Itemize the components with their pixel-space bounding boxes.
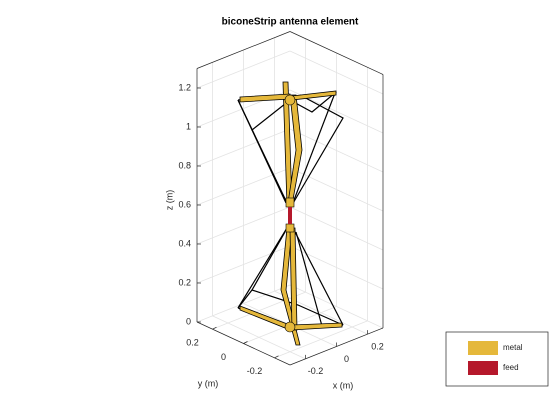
legend-label: feed	[503, 363, 519, 372]
antenna-feed	[288, 207, 292, 224]
legend-swatch	[468, 361, 498, 375]
z-tick-label: 1.2	[178, 82, 191, 92]
antenna	[237, 81, 344, 346]
legend-swatch	[468, 341, 498, 355]
z-tick-label: 0.8	[178, 160, 191, 170]
antenna-wire	[293, 92, 336, 201]
z-tick-label: 0	[186, 316, 191, 326]
chart-title: biconeStrip antenna element	[222, 17, 359, 28]
y-axis-label: y (m)	[198, 378, 219, 388]
grid-line	[274, 320, 368, 359]
tick-mark	[212, 326, 217, 330]
axis-line	[289, 31, 384, 75]
antenna-strip	[291, 90, 337, 101]
antenna-wire	[237, 227, 288, 309]
antenna-neck	[285, 223, 295, 233]
z-tick-label: 1	[186, 121, 191, 131]
y-tick-label: -0.2	[247, 366, 263, 376]
x-axis-label: x (m)	[333, 380, 354, 390]
legend-box	[445, 331, 549, 387]
antenna-wire	[295, 231, 323, 327]
tick-mark	[243, 341, 248, 344]
z-tick-label: 0.4	[178, 238, 191, 248]
legend: metal feed	[445, 331, 549, 387]
grid-line	[212, 291, 306, 330]
z-tick-label: 0.2	[178, 277, 191, 287]
tick-mark	[274, 355, 279, 359]
z-tick-label: 0.6	[178, 199, 191, 209]
legend-label: metal	[503, 343, 523, 352]
antenna-wire	[251, 129, 287, 204]
antenna-wire	[292, 227, 344, 326]
antenna-neck	[285, 197, 295, 208]
axis-line	[196, 31, 291, 69]
x-tick-label: -0.2	[308, 366, 324, 376]
antenna-wire	[291, 94, 344, 206]
antenna-strip	[239, 93, 291, 103]
y-tick-label: 0.2	[186, 338, 199, 348]
antenna-hub	[284, 321, 296, 333]
antenna-hub	[284, 94, 296, 106]
antenna-strip	[291, 322, 343, 331]
x-tick-label: 0	[344, 354, 349, 364]
antenna-strip	[239, 305, 291, 331]
z-axis-label: z (m)	[164, 190, 174, 211]
antenna-wire	[251, 231, 286, 291]
x-tick-label: 0.2	[371, 342, 384, 352]
y-tick-label: 0	[221, 352, 226, 362]
